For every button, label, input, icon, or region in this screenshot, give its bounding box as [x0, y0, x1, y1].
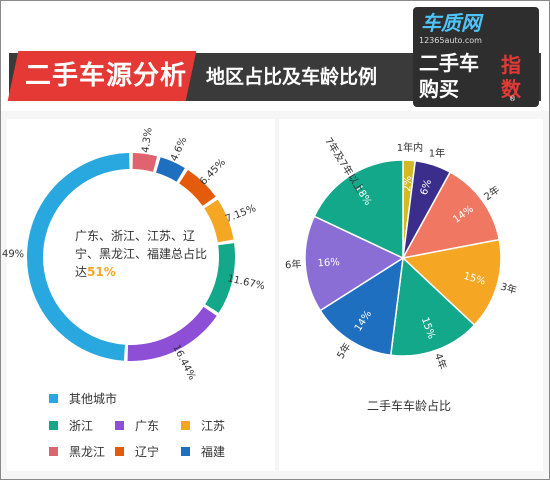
subtitle: 地区占比及车龄比例	[206, 66, 378, 88]
legend-swatch	[115, 447, 124, 456]
donut-center-text: 广东、浙江、江苏、辽宁、黑龙江、福建总占比达51%	[75, 227, 215, 281]
donut-slice-1	[127, 306, 217, 361]
legend-swatch	[115, 421, 124, 430]
age-slice-3	[401, 238, 502, 327]
donut-slice-label: 49%	[2, 249, 25, 261]
left-panel	[7, 119, 275, 471]
age-slice-6	[304, 215, 405, 312]
legend-row: 其他城市	[49, 389, 279, 409]
donut-slice-label: 11.67%	[226, 273, 266, 292]
donut-slice-6	[132, 153, 158, 172]
age-slice-category-label: 2年	[481, 183, 502, 203]
age-slice-category-label: 1年内	[397, 141, 423, 154]
donut-slice-label: 6.45%	[198, 157, 228, 188]
donut-slice-4	[179, 169, 216, 206]
logo-brand-line2: 购买	[419, 77, 459, 101]
legend-swatch	[49, 421, 58, 430]
age-slice-value-label: 6%	[419, 178, 434, 196]
legend-row: 浙江 广东 江苏	[49, 416, 279, 436]
legend-label: 江苏	[201, 419, 226, 433]
legend-label: 福建	[201, 445, 226, 459]
donut-slice-0	[26, 153, 130, 361]
donut-center-value: 51%	[87, 265, 116, 279]
legend-swatch	[181, 421, 190, 430]
legend-label: 广东	[135, 419, 160, 433]
age-slice-4	[389, 256, 476, 357]
vehicle-age-pie-chart: 2%1年内6%1年14%2年15%3年15%4年14%5年16%6年18%7年及…	[285, 135, 519, 371]
donut-slice-label: 16.44%	[170, 343, 197, 382]
legend-label: 其他城市	[69, 392, 118, 406]
main-title: 二手车源分析	[25, 61, 188, 91]
age-slice-7	[313, 159, 404, 260]
age-slice-category-label: 3年	[499, 280, 518, 297]
donut-slice-2	[205, 243, 235, 313]
legend-row: 黑龙江 辽宁 福建	[49, 442, 279, 462]
age-slice-value-label: 2%	[402, 175, 414, 192]
age-slice-category-label: 5年	[334, 340, 354, 361]
donut-slice-label: 4.3%	[140, 127, 154, 154]
age-chart-caption: 二手车车龄占比	[367, 399, 452, 413]
donut-slice-label: 4.6%	[169, 135, 189, 163]
logo-brand-line1: 二手车	[419, 51, 479, 75]
age-slice-category-label: 1年	[429, 146, 445, 159]
logo: 车质网 12365auto.com 二手车 购买 指数 ®	[413, 7, 539, 107]
age-slice-category-label: 6年	[285, 257, 302, 271]
age-slice-value-label: 16%	[317, 257, 340, 269]
legend-swatch	[49, 394, 58, 403]
donut-slice-5	[156, 157, 185, 182]
legend-label: 浙江	[69, 419, 94, 433]
donut-slice-label: 7.15%	[224, 203, 258, 225]
logo-site-name: 车质网	[421, 11, 481, 35]
donut-center-prefix: 广东、浙江、江苏、辽宁、黑龙江、福建总占比达	[75, 229, 208, 279]
age-slice-5	[319, 256, 404, 357]
logo-domain: 12365auto.com	[419, 36, 482, 45]
legend-swatch	[49, 447, 58, 456]
logo-registered-mark: ®	[509, 95, 516, 103]
donut-slice-3	[204, 199, 234, 243]
legend-swatch	[181, 447, 190, 456]
region-legend: 其他城市 浙江 广东 江苏 黑龙江 辽宁	[49, 389, 279, 469]
legend-label: 辽宁	[135, 445, 160, 459]
logo-brand-accent: 指数	[501, 53, 521, 101]
age-slice-category-label: 4年	[432, 351, 450, 371]
legend-label: 黑龙江	[69, 445, 106, 459]
age-slice-2	[401, 171, 501, 260]
